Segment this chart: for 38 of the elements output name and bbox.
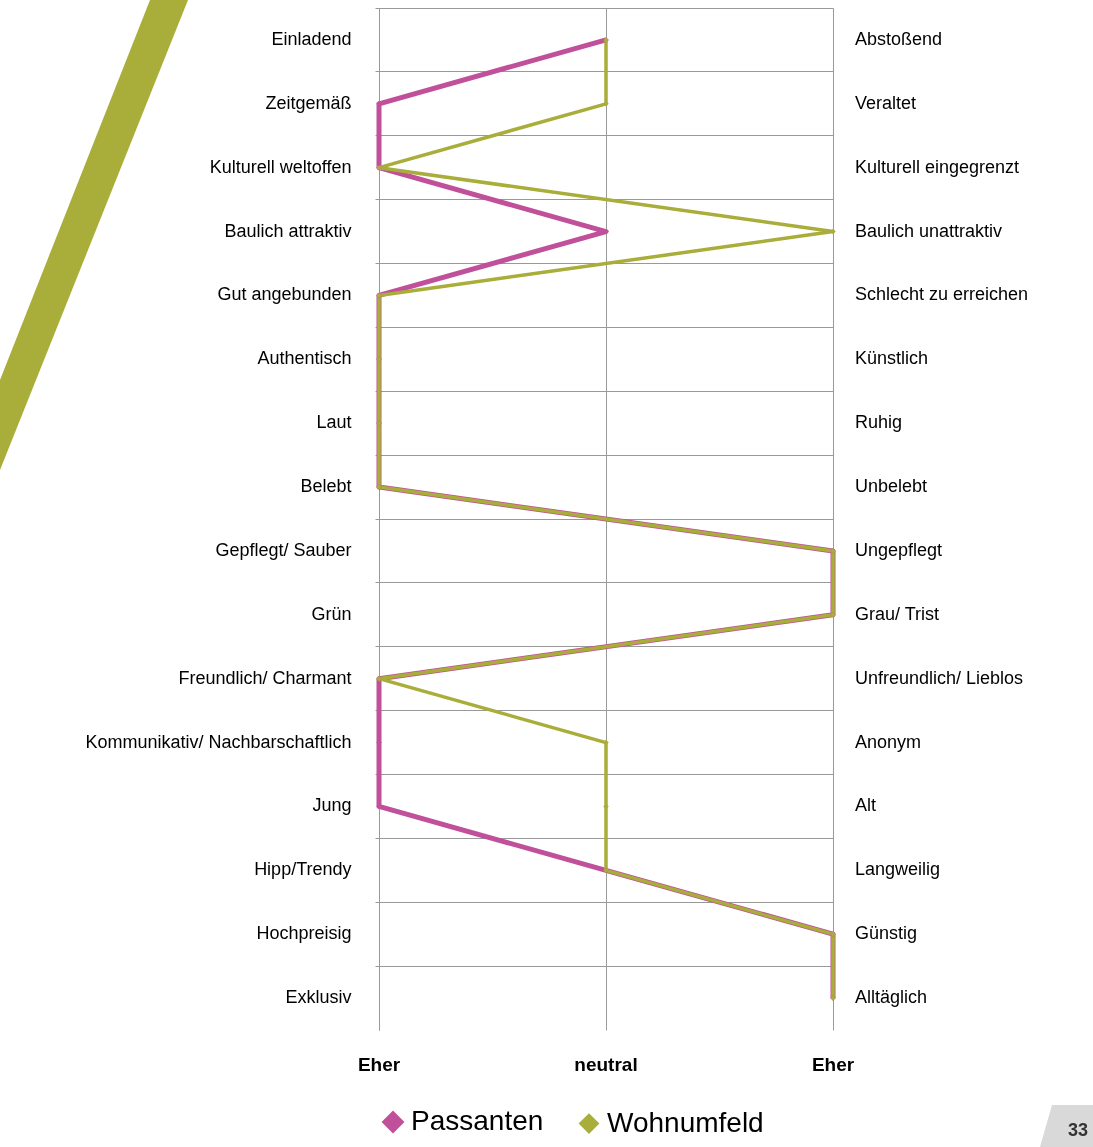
y-tick-label: Baulich attraktiv <box>224 220 352 241</box>
y-tick-label: Einladend <box>271 28 352 49</box>
y2-tick-label: Veraltet <box>855 92 917 113</box>
y-tick-label: Kommunikativ/ Nachbarschaftlich <box>85 731 352 752</box>
y2-tick-label: Kulturell eingegrenzt <box>855 156 1020 177</box>
y-tick-label: Hochpreisig <box>256 923 352 944</box>
legend-label: Passanten <box>411 1105 544 1137</box>
y-tick-label: Authentisch <box>257 348 352 369</box>
y2-tick-label: Ruhig <box>855 412 903 433</box>
y-tick-label: Zeitgemäß <box>265 92 352 113</box>
text: Eher <box>357 1054 401 1075</box>
text: Eher <box>811 1054 855 1075</box>
y2-tick-label: Alltäglich <box>855 987 928 1008</box>
y2-tick-label: Günstig <box>855 923 918 944</box>
y-tick-label: Jung <box>312 795 352 816</box>
y2-tick-label: Baulich unattraktiv <box>855 220 1003 241</box>
y-tick-label: Laut <box>316 412 352 433</box>
y2-tick-label: Schlecht zu erreichen <box>855 284 1029 305</box>
text: 33 <box>1068 1120 1089 1141</box>
y-tick-label: Kulturell weltoffen <box>209 156 352 177</box>
y-tick-label: Exklusiv <box>285 987 352 1008</box>
y-tick-label: Gepflegt/ Sauber <box>215 539 352 560</box>
y2-tick-label: Künstlich <box>855 348 929 369</box>
text: neutral <box>574 1054 638 1075</box>
y-tick-label: Gut angebunden <box>217 284 352 305</box>
y2-tick-label: Anonym <box>855 731 922 752</box>
y2-tick-label: Grau/ Trist <box>855 603 940 624</box>
legend-label: Wohnumfeld <box>607 1106 764 1138</box>
y2-tick-label: Ungepflegt <box>855 539 943 560</box>
y2-tick-label: Abstoßend <box>855 28 943 49</box>
y2-tick-label: Unfreundlich/ Lieblos <box>855 667 1024 688</box>
y-tick-label: Freundlich/ Charmant <box>178 667 352 688</box>
y2-tick-label: Unbelebt <box>855 476 928 497</box>
y-tick-label: Hipp/Trendy <box>254 859 352 880</box>
y2-tick-label: Langweilig <box>855 859 941 880</box>
y2-tick-label: Alt <box>855 795 877 816</box>
y-tick-label: Grün <box>311 603 352 624</box>
y-tick-label: Belebt <box>300 476 352 497</box>
